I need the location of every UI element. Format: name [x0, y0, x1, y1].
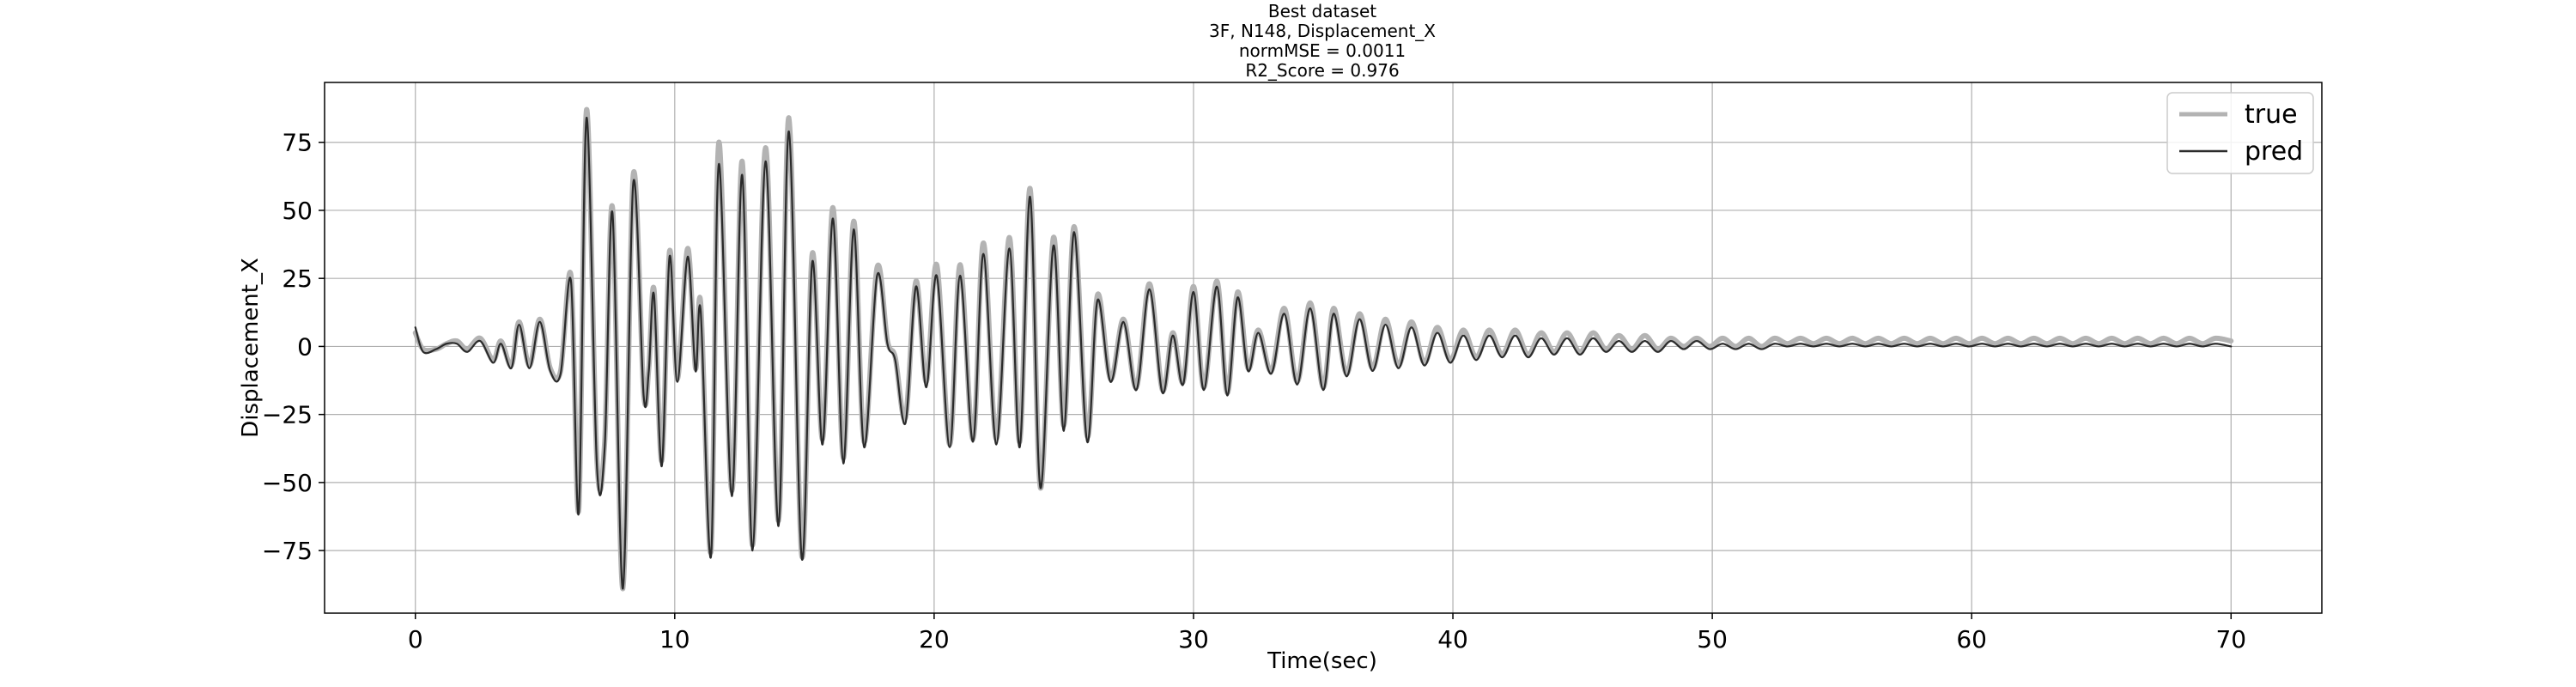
series-line-pred: [414, 117, 2233, 590]
y-tick-label: 0: [297, 332, 313, 361]
title-line-3: normMSE = 0.0011: [1239, 40, 1406, 61]
title-line-1: Best dataset: [1268, 1, 1376, 21]
title-line-4: R2_Score = 0.976: [1245, 60, 1399, 81]
x-tick-label: 10: [659, 625, 690, 654]
y-tick-label: −25: [262, 401, 313, 429]
y-tick-label: 50: [282, 197, 313, 225]
x-tick-label: 60: [1956, 625, 1987, 654]
y-axis-label: Displacement_X: [238, 258, 264, 438]
legend-label-true: true: [2245, 100, 2298, 130]
y-tick-label: −50: [262, 469, 313, 497]
y-tick-label: 75: [282, 129, 313, 157]
plot-area-frame: [324, 82, 2323, 614]
x-tick-label: 40: [1437, 625, 1468, 654]
x-tick-label: 50: [1697, 625, 1728, 654]
plot-series: [412, 106, 2234, 592]
legend-label-pred: pred: [2245, 137, 2303, 167]
x-tick-label: 30: [1178, 625, 1209, 654]
legend: true pred: [2166, 92, 2314, 174]
x-tick-label: 70: [2215, 625, 2246, 654]
y-tick-label: 25: [282, 264, 313, 293]
x-tick-label: 20: [919, 625, 950, 654]
title-line-2: 3F, N148, Displacement_X: [1209, 21, 1436, 41]
x-axis-label: Time(sec): [1267, 648, 1377, 674]
y-tick-label: −75: [262, 537, 313, 565]
chart-title: Best dataset 3F, N148, Displacement_X no…: [1209, 1, 1436, 81]
axis-ticks: 0 10 20 30 40 50 60 70 −75 −50 −25 0 25 50 75: [262, 129, 2246, 654]
x-tick-label: 0: [408, 625, 423, 654]
